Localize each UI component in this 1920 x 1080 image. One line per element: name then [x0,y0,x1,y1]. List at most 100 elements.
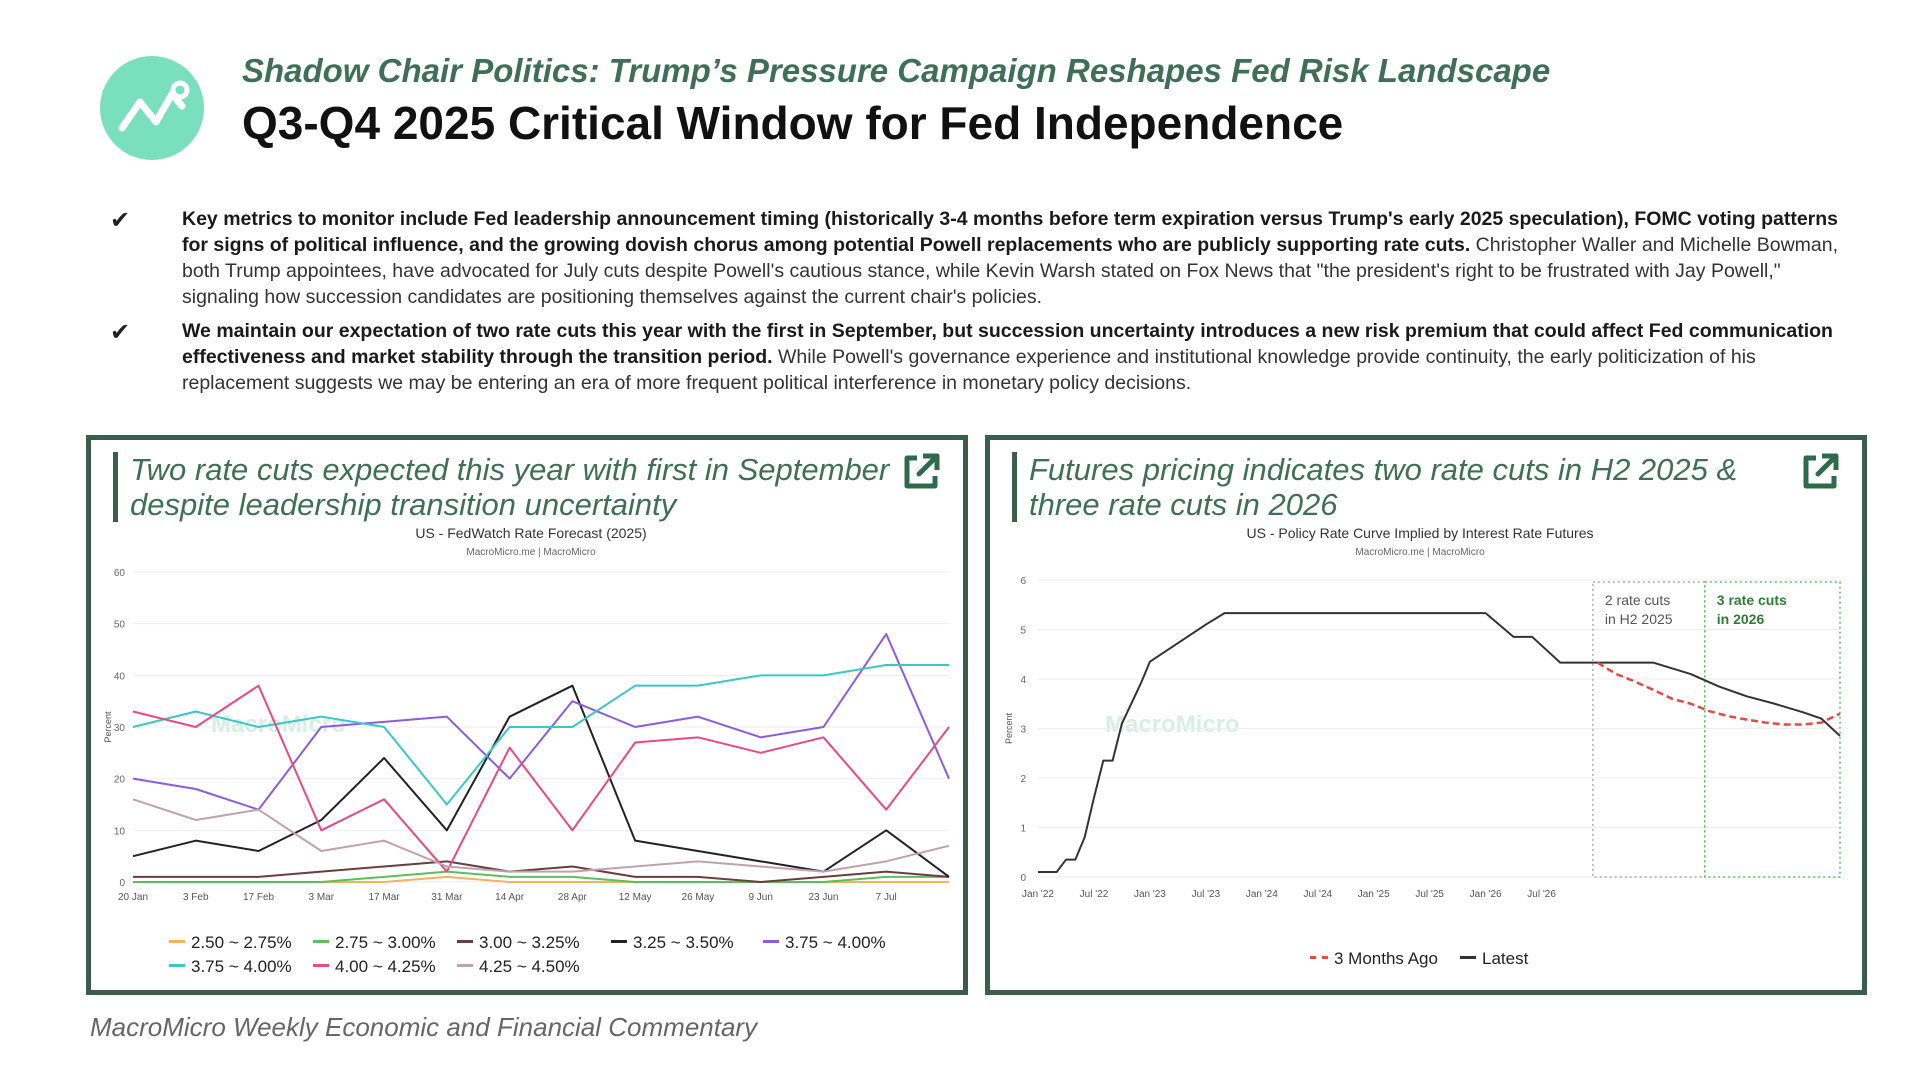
legend-label: 3.75 ~ 4.00% [191,957,292,976]
legend-item[interactable]: 4.25 ~ 4.50% [457,957,580,977]
x-tick-label: Jul '25 [1415,889,1444,900]
bullet-item: ✔ Key metrics to monitor include Fed lea… [110,206,1850,310]
legend-item[interactable]: 3.00 ~ 3.25% [457,933,580,953]
commentary-bullets: ✔ Key metrics to monitor include Fed lea… [110,206,1850,404]
y-tick-label: 5 [1020,626,1026,637]
annotation-label: 3 rate cuts [1717,592,1787,608]
x-tick-label: Jan '22 [1022,889,1054,900]
annotation-label: in 2026 [1717,611,1765,627]
legend-swatch [763,940,779,944]
x-tick-label: Jan '25 [1358,889,1390,900]
legend-item[interactable]: Latest [1460,949,1528,969]
panel-heading: Two rate cuts expected this year with fi… [113,452,890,522]
series-line [132,664,949,806]
fedwatch-panel: Two rate cuts expected this year with fi… [86,435,968,995]
y-tick-label: 40 [114,671,126,682]
external-link-icon[interactable] [1798,450,1842,494]
page-footer: MacroMicro Weekly Economic and Financial… [90,1012,758,1042]
x-tick-label: Jul '24 [1303,889,1332,900]
legend-label: 3.75 ~ 4.00% [785,933,886,952]
y-axis-label: Percent [1004,712,1014,744]
legend-swatch [313,964,329,968]
legend-item[interactable]: 4.00 ~ 4.25% [313,957,436,977]
legend-label: 3.25 ~ 3.50% [633,933,734,952]
x-tick-label: Jul '26 [1527,889,1556,900]
y-tick-label: 0 [119,878,125,889]
bullet-bold-text: Key metrics to monitor include Fed leade… [182,208,1839,256]
y-tick-label: 6 [1020,576,1026,587]
legend-swatch [1310,956,1328,960]
chart-line-icon [118,80,190,132]
page-title: Q3-Q4 2025 Critical Window for Fed Indep… [242,97,1344,149]
x-tick-label: 17 Mar [369,892,401,903]
x-tick-label: Jul '22 [1080,889,1109,900]
x-tick-label: 9 Jun [748,892,772,903]
page-subtitle: Shadow Chair Politics: Trump’s Pressure … [242,52,1551,89]
legend-swatch [169,964,185,968]
legend-item[interactable]: 3 Months Ago [1310,949,1438,969]
chart-legend: 2.50 ~ 2.75% 2.75 ~ 3.00% 3.00 ~ 3.25% 3.25… [91,925,963,985]
checkmark-icon: ✔ [110,207,131,234]
x-tick-label: 20 Jan [118,892,148,903]
panel-heading-line: three rate cuts in 2026 [1029,487,1338,522]
legend-label: 4.00 ~ 4.25% [335,957,436,976]
x-tick-label: 12 May [619,892,652,903]
legend-item[interactable]: 3.75 ~ 4.00% [169,957,292,977]
futures-panel: Futures pricing indicates two rate cuts … [985,435,1867,995]
series-line [1038,612,1841,874]
y-tick-label: 3 [1020,725,1026,736]
futures-chart: US - Policy Rate Curve Implied by Intere… [1004,525,1841,900]
legend-label: 4.25 ~ 4.50% [479,957,580,976]
series-line [1596,661,1841,726]
y-tick-label: 1 [1020,824,1026,835]
fedwatch-chart: US - FedWatch Rate Forecast (2025) Macro… [103,525,950,903]
x-tick-label: 14 Apr [495,892,525,903]
annotation-label: 2 rate cuts [1605,592,1670,608]
legend-label: 2.50 ~ 2.75% [191,933,292,952]
x-tick-label: Jan '26 [1470,889,1502,900]
legend-label: 2.75 ~ 3.00% [335,933,436,952]
legend-swatch [313,940,329,944]
y-tick-label: 60 [114,568,126,579]
legend-item[interactable]: 2.50 ~ 2.75% [169,933,292,953]
y-axis-label: Percent [103,711,113,743]
panel-heading-line: Futures pricing indicates two rate cuts … [1029,452,1738,487]
y-tick-label: 10 [114,826,126,837]
legend-swatch [457,940,473,944]
series-line [132,798,950,873]
chart-source: MacroMicro.me | MacroMicro [1355,547,1485,558]
legend-item[interactable]: 2.75 ~ 3.00% [313,933,436,953]
x-tick-label: 3 Feb [183,892,209,903]
legend-swatch [457,964,473,968]
x-tick-label: Jan '23 [1134,889,1166,900]
series-line [132,684,950,873]
panel-heading-line: Two rate cuts expected this year with fi… [130,452,890,487]
x-tick-label: 17 Feb [243,892,275,903]
chart-legend: 3 Months Ago Latest [990,945,1862,975]
x-tick-label: Jul '23 [1192,889,1221,900]
y-tick-label: 20 [114,775,126,786]
panel-heading-line: despite leadership transition uncertaint… [130,487,677,522]
x-tick-label: 26 May [682,892,715,903]
y-tick-label: 30 [114,723,126,734]
legend-label: 3 Months Ago [1334,949,1438,968]
chart-title: US - Policy Rate Curve Implied by Intere… [1246,525,1593,541]
legend-swatch [611,940,627,944]
x-tick-label: 23 Jun [808,892,838,903]
y-tick-label: 0 [1020,873,1026,884]
bullet-bold-text: We maintain our expectation of two rate … [182,320,1833,368]
x-tick-label: Jan '24 [1246,889,1278,900]
external-link-icon[interactable] [899,450,943,494]
series-line [133,870,949,883]
x-tick-label: 7 Jul [876,892,897,903]
checkmark-icon: ✔ [110,319,131,346]
legend-item[interactable]: 3.25 ~ 3.50% [611,933,734,953]
legend-swatch [169,940,185,944]
panel-heading: Futures pricing indicates two rate cuts … [1012,452,1789,522]
series-line [132,633,950,811]
legend-swatch [1460,956,1476,960]
legend-item[interactable]: 3.75 ~ 4.00% [763,933,886,953]
bullet-item: ✔ We maintain our expectation of two rat… [110,318,1850,396]
x-tick-label: 28 Apr [558,892,588,903]
chart-title: US - FedWatch Rate Forecast (2025) [415,525,646,541]
